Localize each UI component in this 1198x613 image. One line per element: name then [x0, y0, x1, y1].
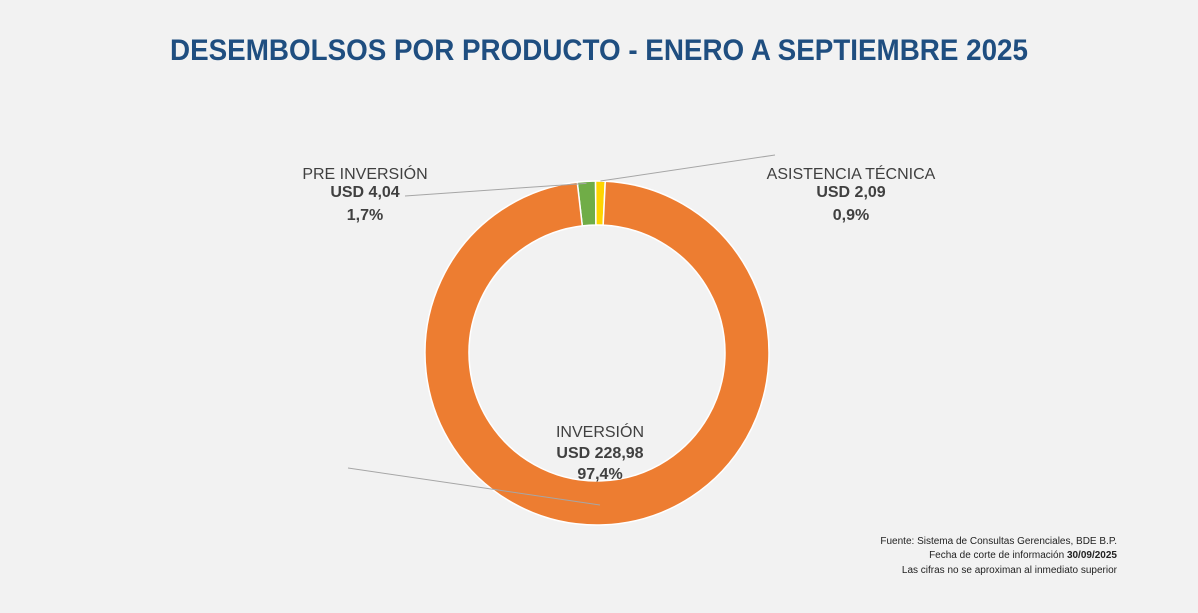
slice-percent: 97,4%: [577, 466, 622, 483]
chart-title: DESEMBOLSOS POR PRODUCTO - ENERO A SEPTI…: [170, 34, 1028, 67]
slice-percent: 0,9%: [833, 207, 869, 224]
label-asistencia-tecnica: ASISTENCIA TÉCNICA USD 2,09 0,9%: [767, 164, 936, 224]
leader-line-pre-inversion: [404, 182, 587, 197]
slice-value: USD 2,09: [816, 184, 885, 201]
footnote: Fuente: Sistema de Consultas Gerenciales…: [880, 536, 1117, 576]
label-pre-inversion: PRE INVERSIÓN USD 4,04 1,7%: [302, 164, 427, 224]
slice-label: ASISTENCIA TÉCNICA: [767, 164, 936, 183]
source-note: Fuente: Sistema de Consultas Gerenciales…: [880, 536, 1117, 547]
leader-lines: [347, 154, 776, 506]
donut: [424, 180, 770, 526]
slice-percent: 1,7%: [347, 207, 383, 224]
cutoff-date: 30/09/2025: [1067, 550, 1117, 561]
cutoff-note: Fecha de corte de información 30/09/2025: [929, 550, 1117, 561]
slice-label: PRE INVERSIÓN: [302, 164, 427, 183]
leader-line-inversion: [347, 467, 601, 506]
rounding-note: Las cifras no se aproximan al inmediato …: [902, 565, 1118, 576]
slice-value: USD 228,98: [556, 445, 643, 462]
slice-inversion: [424, 180, 770, 526]
slice-value: USD 4,04: [330, 184, 399, 201]
slice-label: INVERSIÓN: [556, 422, 644, 441]
label-inversion: INVERSIÓN USD 228,98 97,4%: [556, 422, 644, 483]
leader-line-asistencia-tecnica: [600, 154, 776, 182]
cutoff-label: Fecha de corte de información: [929, 550, 1064, 561]
